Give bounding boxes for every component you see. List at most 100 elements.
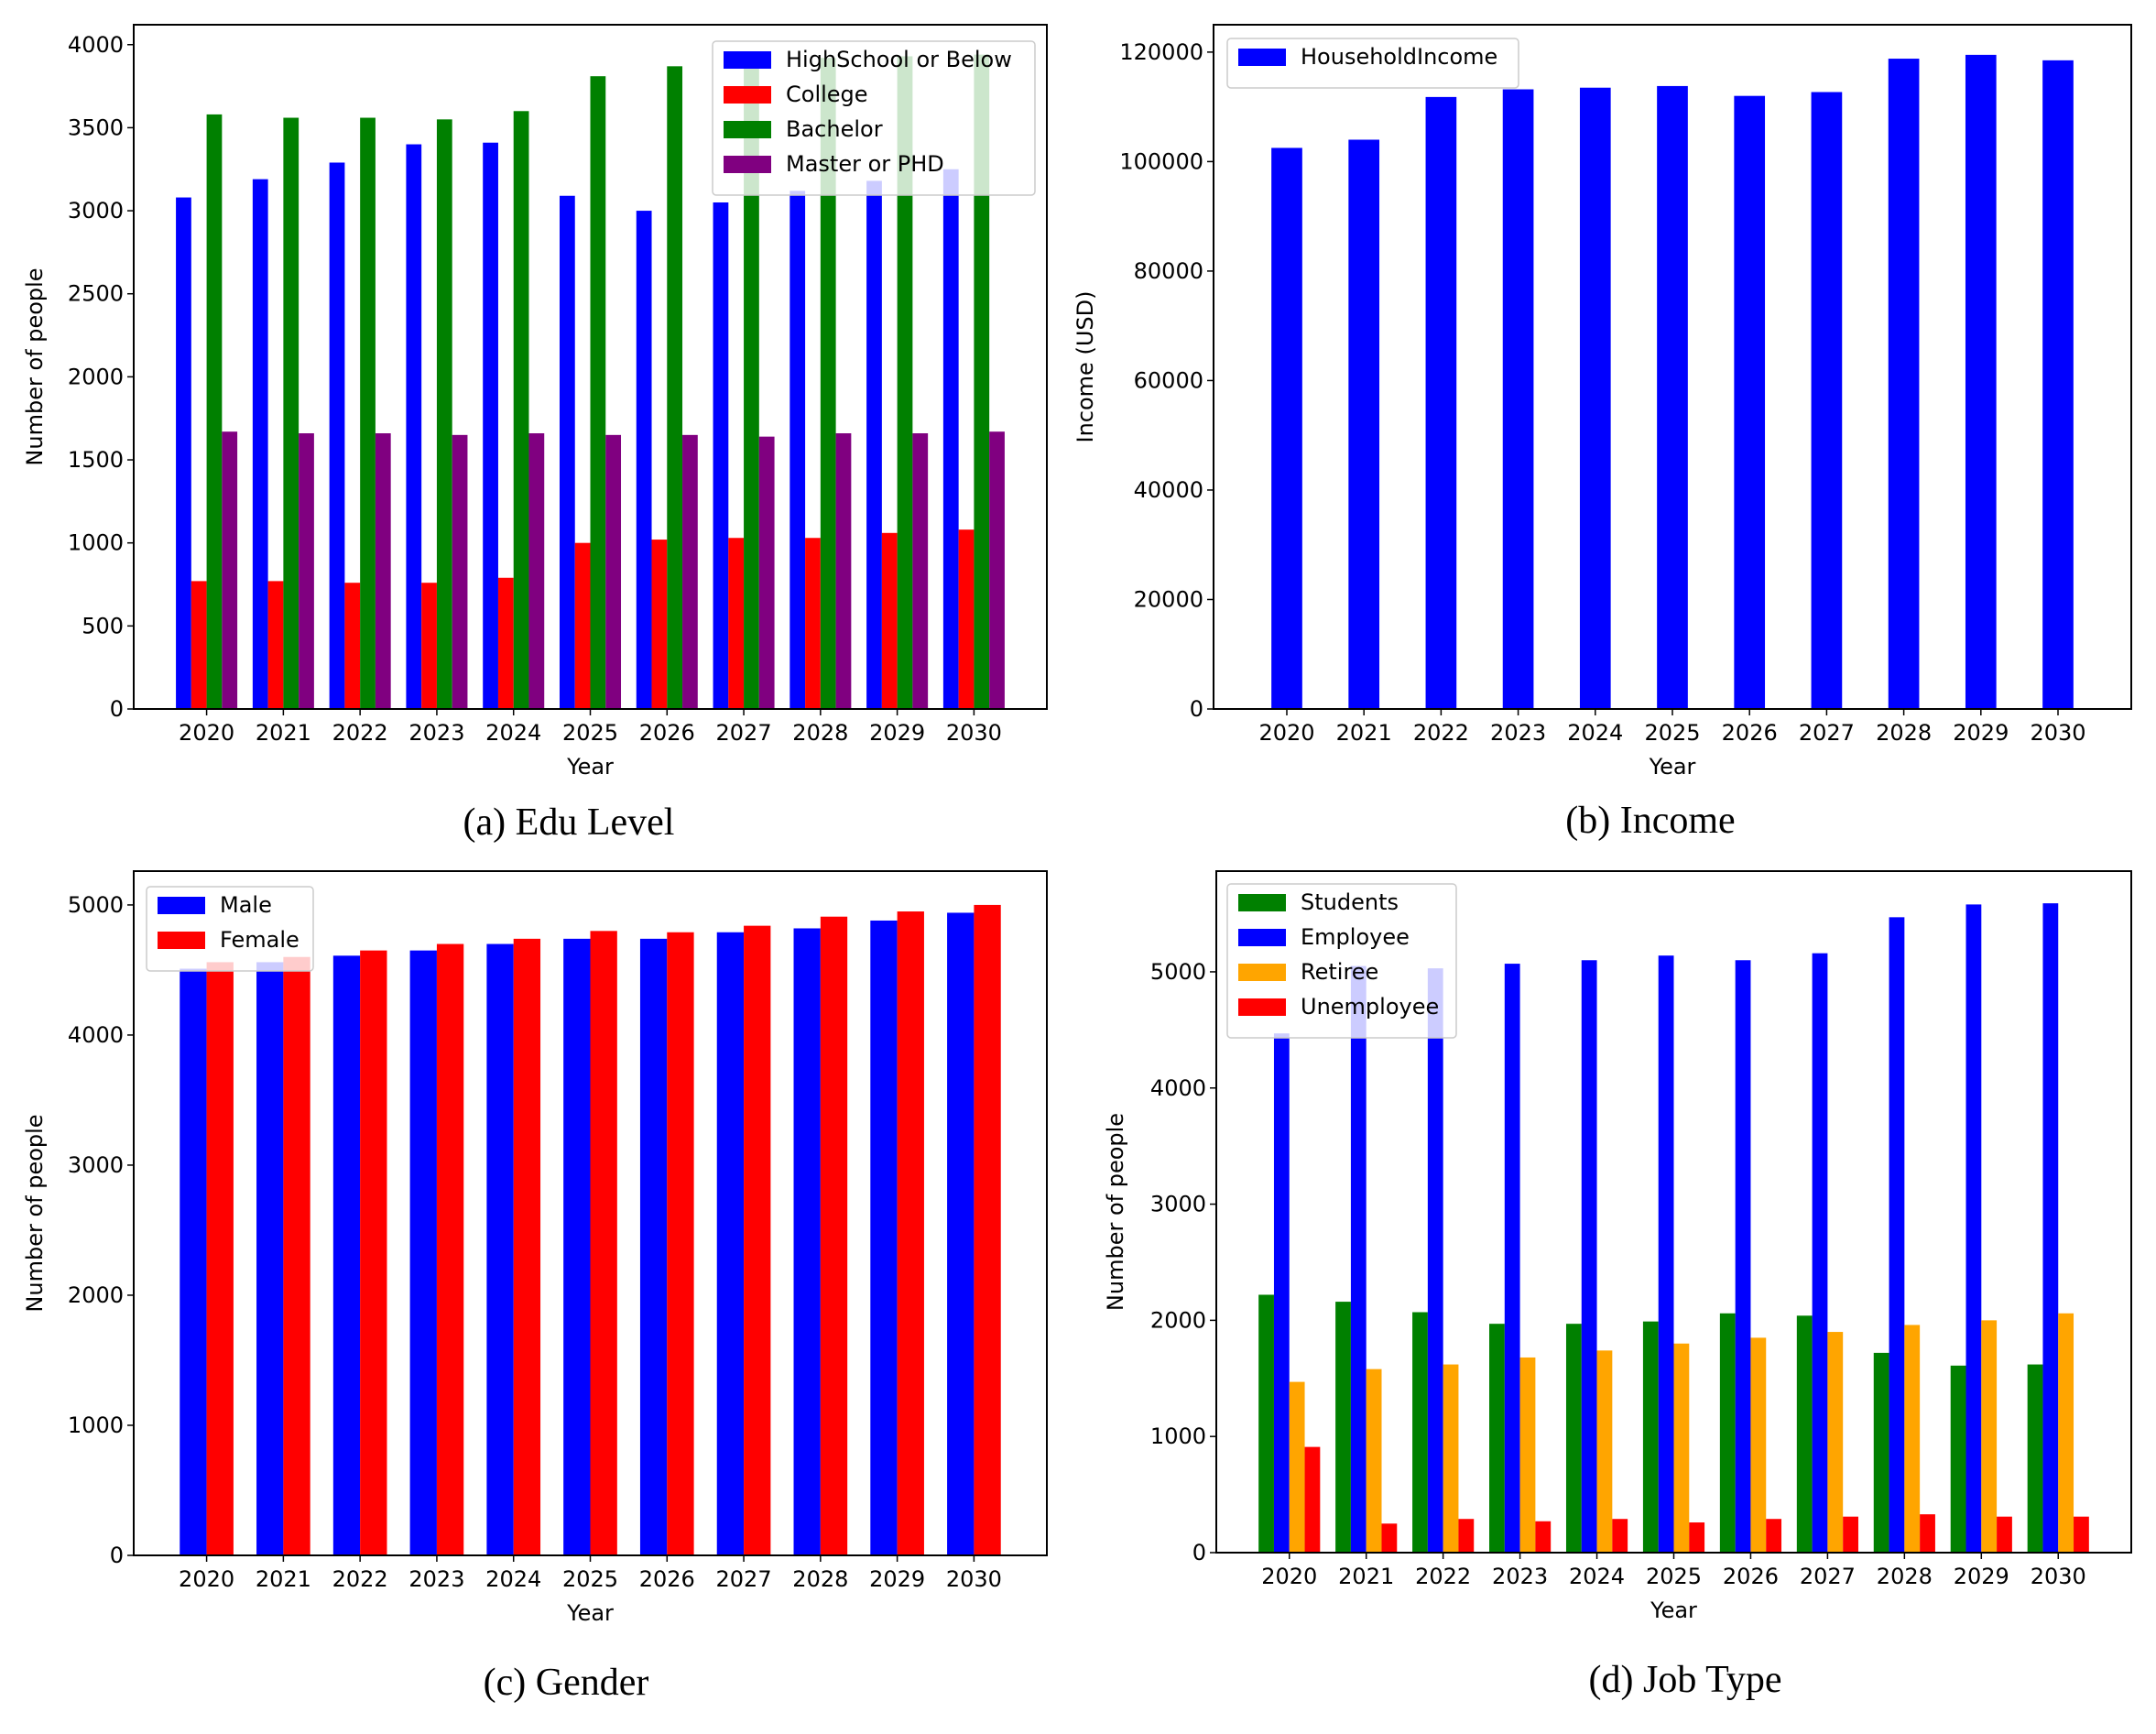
y-tick-label: 3000: [1150, 1192, 1206, 1217]
bar-students-2028: [1873, 1352, 1889, 1553]
legend-swatch: [1238, 929, 1286, 946]
y-tick-label: 4000: [68, 1022, 124, 1048]
bar-householdincome-2021: [1348, 139, 1380, 710]
legend-label: Female: [220, 927, 299, 953]
bar-employee-2020: [1273, 1033, 1290, 1553]
bar-master-or-phd-2025: [605, 434, 622, 709]
y-tick-label: 3000: [68, 1152, 124, 1178]
bar-female-2030: [974, 904, 1001, 1555]
x-tick-label: 2029: [869, 720, 925, 746]
bar-unemployee-2027: [1843, 1516, 1858, 1553]
legend-swatch: [1238, 49, 1286, 66]
x-tick-label: 2021: [256, 720, 311, 746]
bar-householdincome-2023: [1502, 89, 1534, 710]
y-tick-label: 500: [82, 613, 124, 638]
bar-students-2023: [1489, 1324, 1505, 1553]
y-tick-label: 1000: [68, 530, 124, 556]
bar-highschool-or-below-2022: [329, 162, 345, 710]
y-tick-label: 5000: [68, 892, 124, 918]
bar-female-2020: [206, 962, 234, 1555]
legend: HighSchool or Below College Bachelor Master…: [712, 40, 1036, 196]
y-tick-label: 1000: [1150, 1423, 1206, 1449]
y-tick-label: 40000: [1134, 477, 1203, 503]
bar-householdincome-2025: [1657, 85, 1688, 709]
bar-master-or-phd-2026: [682, 434, 698, 709]
bar-bachelor-2027: [744, 60, 759, 709]
bar-bachelor-2022: [360, 117, 376, 709]
x-tick-label: 2021: [256, 1566, 311, 1592]
x-tick-label: 2020: [1258, 720, 1314, 746]
bar-master-or-phd-2027: [758, 436, 775, 709]
bar-male-2028: [793, 928, 821, 1555]
legend-label: Students: [1301, 889, 1399, 915]
chart-4: 2020 2021 2022 2023 2024 2025 2026 2027 2028 2029…: [1103, 870, 2132, 1701]
y-axis-label: Number of people: [22, 267, 48, 465]
legend-label: HighSchool or Below: [786, 47, 1012, 72]
x-tick-label: 2023: [408, 720, 464, 746]
bar-highschool-or-below-2020: [176, 197, 191, 709]
bar-college-2028: [805, 538, 821, 709]
y-tick-label: 1000: [68, 1412, 124, 1438]
x-tick-label: 2025: [1646, 1564, 1702, 1589]
bar-male-2029: [870, 920, 898, 1555]
y-tick-label: 0: [1192, 1540, 1206, 1565]
bar-master-or-phd-2028: [835, 433, 852, 709]
bar-unemployee-2025: [1689, 1522, 1705, 1553]
bar-master-or-phd-2023: [452, 434, 468, 709]
y-tick-label: 20000: [1134, 586, 1203, 612]
bar-highschool-or-below-2023: [406, 144, 422, 709]
chart-caption: (a) Edu Level: [463, 802, 675, 844]
bar-male-2020: [180, 968, 207, 1555]
x-tick-label: 2030: [2030, 720, 2085, 746]
x-tick-label: 2024: [1567, 720, 1623, 746]
bar-female-2022: [360, 950, 387, 1555]
x-tick-label: 2028: [1876, 720, 1932, 746]
bar-students-2022: [1412, 1312, 1428, 1553]
bar-householdincome-2020: [1271, 147, 1302, 709]
bar-unemployee-2022: [1458, 1519, 1475, 1553]
bar-college-2025: [574, 542, 591, 709]
y-axis-label: Number of people: [22, 1114, 48, 1312]
chart-caption: (c) Gender: [484, 1662, 649, 1704]
y-tick-label: 2000: [68, 364, 124, 389]
bar-employee-2025: [1658, 955, 1674, 1553]
x-tick-label: 2023: [408, 1566, 464, 1592]
x-tick-label: 2023: [1490, 720, 1546, 746]
bar-unemployee-2026: [1766, 1519, 1782, 1553]
bar-retiree-2026: [1750, 1337, 1767, 1553]
bar-highschool-or-below-2028: [789, 191, 806, 710]
legend-label: Employee: [1301, 924, 1410, 950]
chart-2: 2020 2021 2022 2023 2024 2025 2026 2027 2028 2029…: [1073, 24, 2132, 842]
y-tick-label: 1500: [68, 447, 124, 473]
x-axis-label: Year: [1650, 1598, 1697, 1623]
bar-college-2026: [651, 540, 668, 709]
bar-householdincome-2026: [1734, 95, 1766, 710]
x-tick-label: 2027: [1800, 1564, 1856, 1589]
bar-male-2025: [563, 938, 591, 1555]
y-tick-label: 3000: [68, 198, 124, 224]
x-tick-label: 2024: [485, 720, 541, 746]
bar-highschool-or-below-2027: [713, 202, 729, 709]
legend: HouseholdIncome: [1226, 38, 1519, 89]
y-axis-label: Income (USD): [1073, 291, 1098, 443]
legend-swatch: [1238, 894, 1286, 911]
legend-swatch: [724, 121, 771, 138]
bar-master-or-phd-2024: [528, 433, 545, 709]
bar-bachelor-2020: [206, 114, 223, 709]
chart-caption: (d) Job Type: [1589, 1659, 1782, 1701]
x-tick-label: 2025: [562, 720, 618, 746]
bar-retiree-2022: [1443, 1364, 1459, 1553]
bar-students-2020: [1258, 1294, 1274, 1553]
x-tick-label: 2029: [1954, 1564, 2009, 1589]
x-tick-label: 2024: [1569, 1564, 1625, 1589]
bar-students-2025: [1642, 1321, 1659, 1553]
x-tick-label: 2026: [639, 1566, 695, 1592]
bar-male-2026: [639, 938, 668, 1555]
bar-master-or-phd-2020: [222, 431, 238, 709]
bar-employee-2026: [1735, 960, 1751, 1553]
y-tick-label: 0: [110, 1543, 124, 1568]
y-tick-label: 60000: [1134, 367, 1203, 393]
legend-label: Master or PHD: [786, 151, 944, 177]
bar-retiree-2021: [1366, 1369, 1382, 1553]
x-tick-label: 2021: [1336, 720, 1392, 746]
